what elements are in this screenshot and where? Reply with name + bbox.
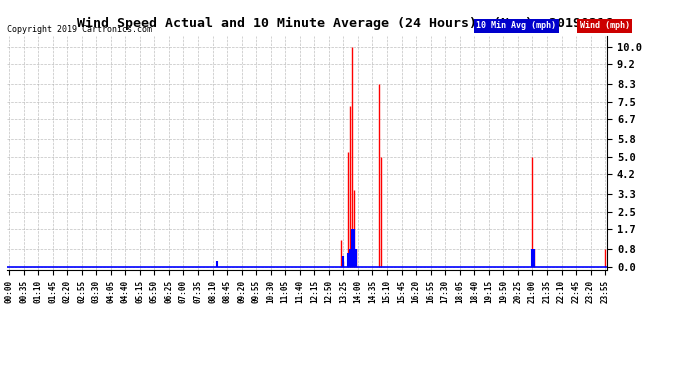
Text: Copyright 2019 Cartronics.com: Copyright 2019 Cartronics.com <box>7 25 152 34</box>
Text: Wind (mph): Wind (mph) <box>580 21 629 30</box>
Text: Wind Speed Actual and 10 Minute Average (24 Hours)  (New)  20190216: Wind Speed Actual and 10 Minute Average … <box>77 17 613 30</box>
Text: 10 Min Avg (mph): 10 Min Avg (mph) <box>476 21 556 30</box>
